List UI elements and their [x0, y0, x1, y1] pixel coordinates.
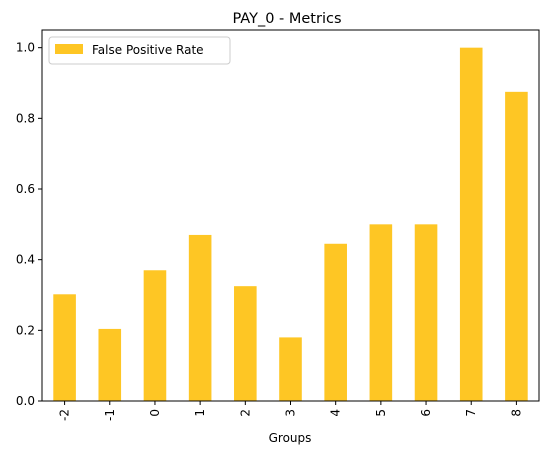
x-tick-label: 3 [284, 409, 298, 417]
y-tick-label: 0.6 [16, 182, 35, 196]
y-tick-label: 0.2 [16, 323, 35, 337]
chart-title: PAY_0 - Metrics [232, 11, 341, 27]
y-axis: 0.0 0.2 0.4 0.6 0.8 1.0 [16, 41, 42, 408]
x-axis: -2 -1 0 1 2 3 4 5 6 7 8 [58, 401, 523, 421]
bar-7 [459, 47, 483, 402]
x-tick-label: 2 [238, 409, 252, 417]
x-tick-label: 0 [148, 409, 162, 417]
bar-8 [505, 91, 528, 401]
x-axis-label: Groups [269, 431, 312, 445]
bar-5 [369, 224, 393, 401]
bar--1 [98, 328, 122, 401]
y-tick-label: 1.0 [16, 41, 35, 55]
bar-3 [279, 337, 302, 401]
legend-swatch [55, 44, 83, 54]
x-tick-label: 7 [464, 409, 478, 417]
x-tick-label: 4 [329, 409, 343, 417]
x-tick-label: 5 [374, 409, 388, 417]
bar-1 [188, 234, 212, 401]
x-tick-label: 1 [193, 409, 207, 417]
legend-label: False Positive Rate [92, 43, 204, 57]
y-tick-label: 0.8 [16, 111, 35, 125]
x-tick-label: -1 [103, 409, 117, 421]
bars-group [53, 47, 528, 402]
bar-6 [414, 224, 438, 401]
x-tick-label: -2 [58, 409, 72, 421]
y-tick-label: 0.0 [16, 394, 35, 408]
x-tick-label: 8 [509, 409, 523, 417]
bar--2 [53, 294, 76, 401]
legend-box [48, 36, 231, 65]
legend: False Positive Rate [48, 36, 231, 65]
x-tick-label: 6 [419, 409, 433, 417]
bar-0 [143, 270, 167, 401]
y-tick-label: 0.4 [16, 253, 35, 267]
bar-2 [234, 286, 257, 401]
bar-4 [324, 243, 347, 401]
